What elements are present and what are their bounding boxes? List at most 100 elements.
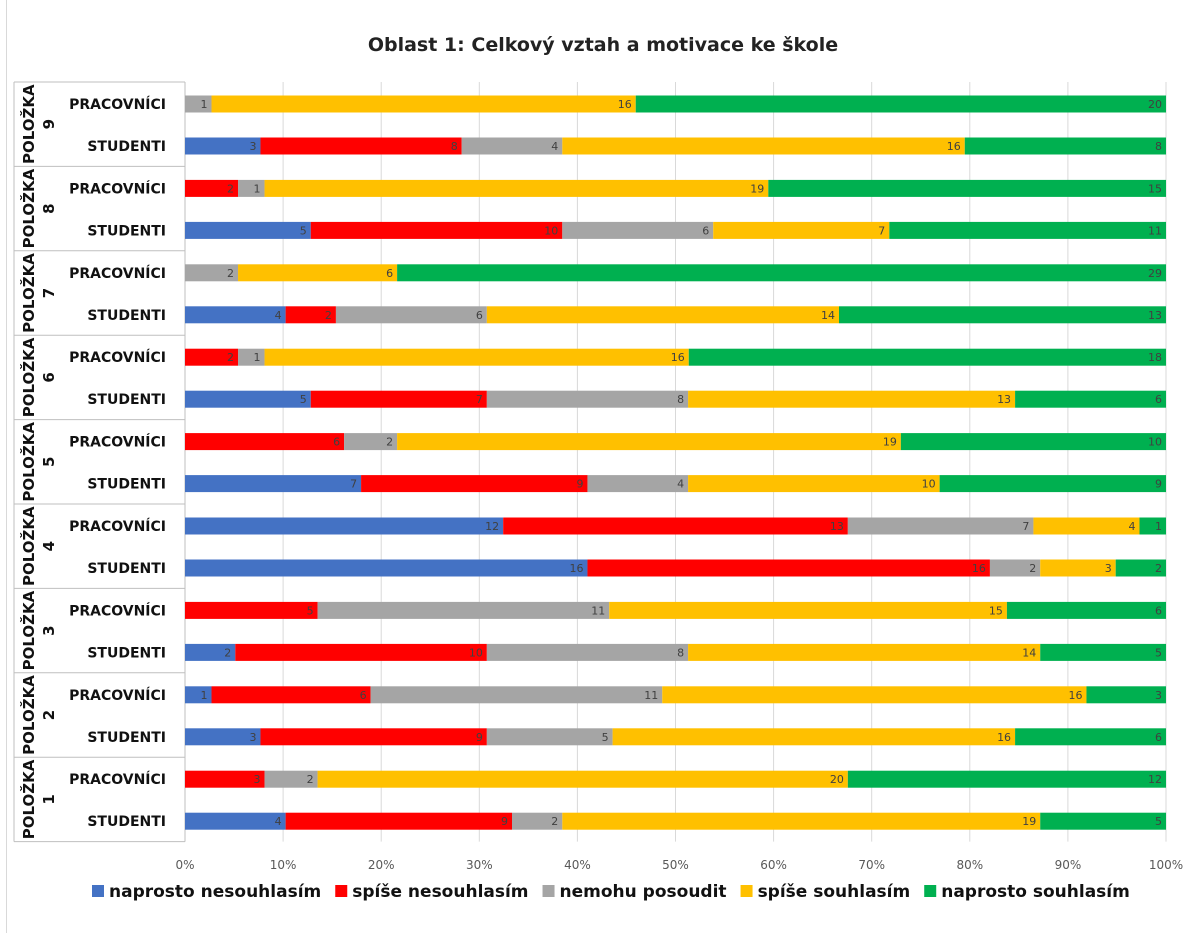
bar-segment xyxy=(397,433,901,451)
bar-segment xyxy=(562,221,714,239)
group-label: POLOŽKA 7 xyxy=(19,253,58,333)
legend-swatch xyxy=(740,885,753,897)
category-label: STUDENTI xyxy=(87,814,166,830)
data-label: 3 xyxy=(249,140,256,153)
x-tick-label: 60% xyxy=(760,858,787,872)
bar-segment xyxy=(587,559,990,577)
category-label: PRACOVNÍCI xyxy=(69,96,166,113)
bar-segment xyxy=(285,812,512,830)
category-label: PRACOVNÍCI xyxy=(69,771,166,788)
data-label: 6 xyxy=(333,436,340,449)
bar-segment xyxy=(238,348,265,366)
bar-segment xyxy=(185,137,261,155)
data-label: 11 xyxy=(591,604,605,617)
data-label: 20 xyxy=(830,773,844,786)
x-tick-label: 80% xyxy=(956,858,983,872)
data-label: 4 xyxy=(1128,520,1135,533)
category-label: STUDENTI xyxy=(87,730,166,746)
data-label: 5 xyxy=(1155,646,1162,659)
bar-segment xyxy=(1040,812,1166,830)
category-label: PRACOVNÍCI xyxy=(69,349,166,366)
data-label: 8 xyxy=(451,140,458,153)
data-label: 19 xyxy=(750,182,764,195)
bar-segment xyxy=(503,517,848,535)
bar-segment xyxy=(839,306,1166,324)
bar-segment xyxy=(185,433,345,451)
data-label: 1 xyxy=(1155,520,1162,533)
data-label: 15 xyxy=(1148,182,1162,195)
bar-segment xyxy=(185,770,265,788)
group-label: POLOŽKA 5 xyxy=(19,422,58,502)
data-label: 19 xyxy=(883,436,897,449)
data-label: 29 xyxy=(1148,267,1162,280)
bar-segment xyxy=(1006,601,1166,619)
data-label: 9 xyxy=(476,731,483,744)
bar-segment xyxy=(486,728,613,746)
data-label: 2 xyxy=(325,309,332,322)
bar-segment xyxy=(185,728,261,746)
bar-segment xyxy=(847,517,1034,535)
bar-segment xyxy=(939,475,1166,493)
data-label: 19 xyxy=(1022,815,1036,828)
bar-segment xyxy=(185,348,239,366)
data-label: 16 xyxy=(618,98,632,111)
bar-segment xyxy=(562,812,1041,830)
data-label: 5 xyxy=(307,604,314,617)
bar-segment xyxy=(264,770,318,788)
bar-segment xyxy=(264,348,689,366)
bar-segment xyxy=(1115,559,1166,577)
x-tick-label: 10% xyxy=(270,858,297,872)
category-label: PRACOVNÍCI xyxy=(69,180,166,197)
bar-segment xyxy=(310,390,487,408)
data-label: 14 xyxy=(1022,646,1036,659)
bar-segment xyxy=(310,221,563,239)
category-label: PRACOVNÍCI xyxy=(69,265,166,282)
bar-segment xyxy=(260,728,487,746)
bar-segment xyxy=(185,264,239,282)
data-label: 10 xyxy=(469,646,483,659)
bar-segment xyxy=(512,812,563,830)
bar-segment xyxy=(211,686,371,704)
bar-segment xyxy=(768,179,1166,197)
bar-segment xyxy=(238,179,265,197)
category-label: PRACOVNÍCI xyxy=(69,518,166,535)
category-label: STUDENTI xyxy=(87,561,166,577)
data-label: 12 xyxy=(485,520,499,533)
data-label: 8 xyxy=(677,393,684,406)
bar-segment xyxy=(344,433,398,451)
data-label: 11 xyxy=(644,689,658,702)
group-label: POLOŽKA 1 xyxy=(19,759,58,839)
data-label: 16 xyxy=(997,731,1011,744)
bar-segment xyxy=(185,179,239,197)
data-label: 13 xyxy=(1148,309,1162,322)
data-label: 2 xyxy=(307,773,314,786)
bar-segment xyxy=(185,306,286,324)
legend-label: nemohu posoudit xyxy=(560,882,727,902)
data-label: 3 xyxy=(1105,562,1112,575)
data-label: 6 xyxy=(702,224,709,237)
bar-segment xyxy=(1040,643,1166,661)
bar-segment xyxy=(185,686,212,704)
data-label: 3 xyxy=(1155,689,1162,702)
data-label: 2 xyxy=(227,267,234,280)
bar-segment xyxy=(688,348,1166,366)
bar-segment xyxy=(185,601,318,619)
legend-swatch xyxy=(335,885,348,897)
bar-segment xyxy=(713,221,890,239)
data-label: 5 xyxy=(1155,815,1162,828)
bar-segment xyxy=(486,306,839,324)
x-tick-label: 0% xyxy=(175,858,194,872)
data-label: 12 xyxy=(1148,773,1162,786)
bar-segment xyxy=(317,770,848,788)
data-label: 4 xyxy=(275,815,282,828)
bar-segment xyxy=(486,643,689,661)
bar-segment xyxy=(264,179,769,197)
data-label: 5 xyxy=(602,731,609,744)
data-label: 15 xyxy=(989,604,1003,617)
bar-segment xyxy=(185,475,362,493)
data-label: 6 xyxy=(1155,731,1162,744)
group-label: POLOŽKA 9 xyxy=(19,84,58,164)
bar-segment xyxy=(1086,686,1166,704)
